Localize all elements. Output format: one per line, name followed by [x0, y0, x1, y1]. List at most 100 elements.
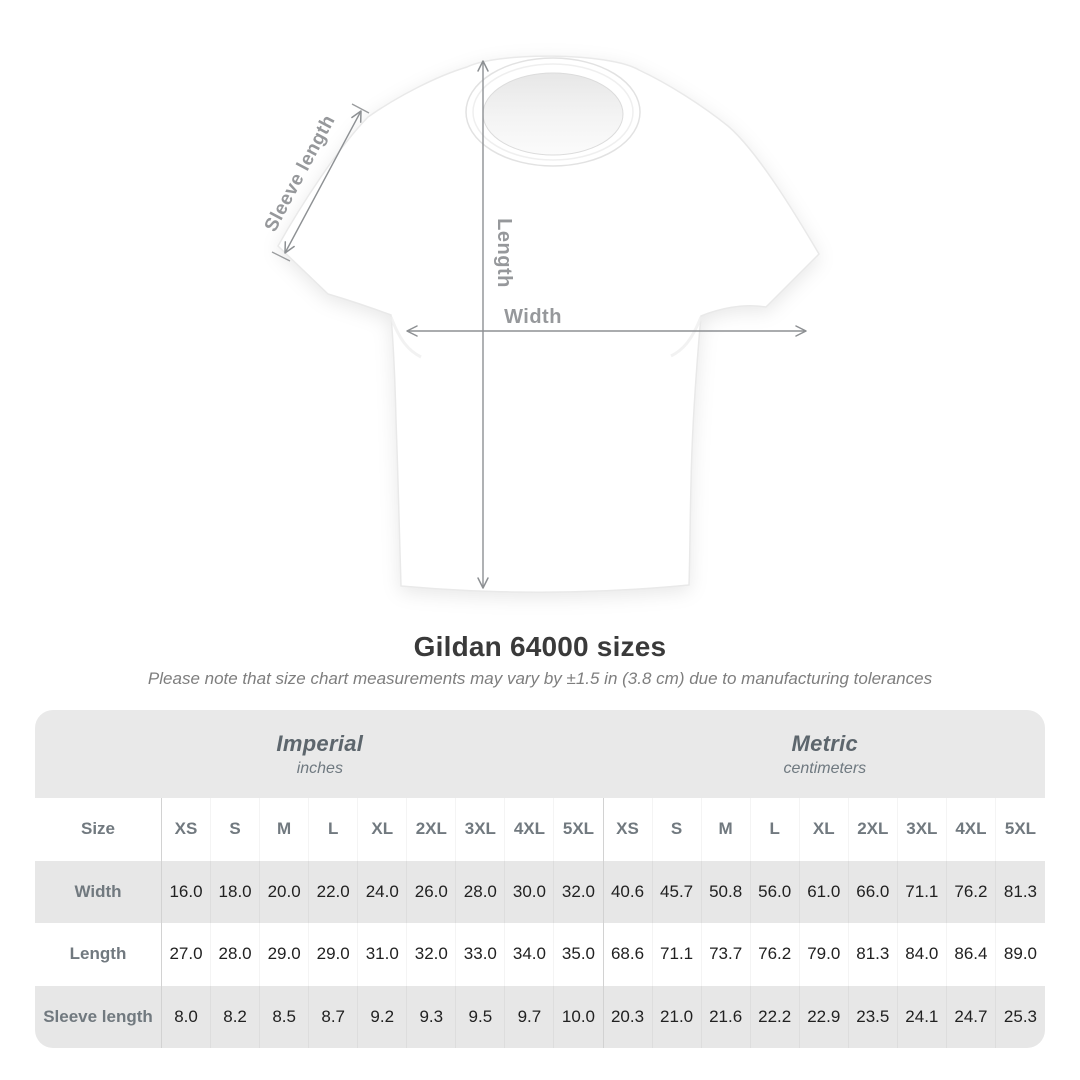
value-cell-imperial: 33.0 — [456, 923, 506, 986]
value-cell-imperial: 27.0 — [162, 923, 212, 986]
tshirt-graphic — [277, 55, 820, 594]
value-cell-metric: 81.3 — [848, 923, 898, 986]
value-cell-metric: 56.0 — [750, 860, 800, 923]
value-cell-metric: 21.0 — [652, 985, 702, 1048]
value-cell-imperial: 9.3 — [407, 985, 457, 1048]
value-cell-imperial: 20.0 — [260, 860, 310, 923]
imperial-group-header: Imperial inches — [35, 710, 605, 798]
size-table: Imperial inches Metric centimeters Size X… — [35, 710, 1045, 1048]
value-cell-metric: 24.7 — [946, 985, 996, 1048]
value-cell-imperial: 10.0 — [554, 985, 604, 1048]
value-cell-metric: 40.6 — [603, 860, 653, 923]
value-cell-metric: 71.1 — [652, 923, 702, 986]
value-cell-imperial: 22.0 — [309, 860, 359, 923]
row-label: Length — [35, 923, 162, 986]
imperial-title: Imperial — [276, 730, 364, 756]
value-cell-imperial: 8.7 — [309, 985, 359, 1048]
page-title: Gildan 64000 sizes — [413, 631, 667, 662]
size-header-imperial: XL — [358, 798, 408, 861]
size-column-header: Size — [35, 798, 162, 861]
value-cell-imperial: 9.2 — [358, 985, 408, 1048]
value-cell-metric: 89.0 — [995, 923, 1045, 986]
size-header-metric: M — [701, 798, 751, 861]
value-cell-imperial: 28.0 — [211, 923, 261, 986]
fold-shading-right — [670, 316, 703, 358]
value-cell-imperial: 32.0 — [407, 923, 457, 986]
size-header-metric: 4XL — [946, 798, 996, 861]
value-cell-metric: 22.9 — [799, 985, 849, 1048]
imperial-unit: inches — [296, 759, 343, 777]
size-header-imperial: L — [309, 798, 359, 861]
value-cell-metric: 71.1 — [897, 860, 947, 923]
collar-stitch — [472, 63, 634, 161]
sleeve-tick-bottom — [271, 251, 291, 262]
value-cell-metric: 50.8 — [701, 860, 751, 923]
value-cell-metric: 22.2 — [750, 985, 800, 1048]
value-cell-imperial: 26.0 — [407, 860, 457, 923]
value-cell-imperial: 29.0 — [309, 923, 359, 986]
value-cell-imperial: 8.0 — [162, 985, 212, 1048]
size-header-metric: S — [652, 798, 702, 861]
value-cell-metric: 73.7 — [701, 923, 751, 986]
value-cell-metric: 68.6 — [603, 923, 653, 986]
size-header-imperial: 4XL — [505, 798, 555, 861]
tshirt-measurement-diagram: Sleeve length Length Width — [261, 55, 820, 594]
neck-opening — [482, 72, 624, 156]
value-cell-metric: 76.2 — [750, 923, 800, 986]
metric-title: Metric — [791, 730, 859, 756]
value-cell-metric: 86.4 — [946, 923, 996, 986]
value-cell-imperial: 32.0 — [554, 860, 604, 923]
value-cell-metric: 25.3 — [995, 985, 1045, 1048]
size-header-imperial: 3XL — [456, 798, 506, 861]
value-cell-imperial: 18.0 — [211, 860, 261, 923]
size-header-imperial: 2XL — [407, 798, 457, 861]
value-cell-imperial: 9.7 — [505, 985, 555, 1048]
size-header-imperial: 5XL — [554, 798, 604, 861]
value-cell-metric: 23.5 — [848, 985, 898, 1048]
value-cell-imperial: 16.0 — [162, 860, 212, 923]
value-cell-imperial: 8.2 — [211, 985, 261, 1048]
size-header-imperial: S — [211, 798, 261, 861]
sleeve-tick-top — [351, 103, 370, 114]
value-cell-metric: 21.6 — [701, 985, 751, 1048]
value-cell-metric: 76.2 — [946, 860, 996, 923]
value-cell-imperial: 8.5 — [260, 985, 310, 1048]
value-cell-imperial: 28.0 — [456, 860, 506, 923]
value-cell-metric: 45.7 — [652, 860, 702, 923]
unit-group-header: Imperial inches Metric centimeters — [35, 710, 1045, 798]
fold-shading-left — [389, 316, 422, 359]
size-header-metric: 3XL — [897, 798, 947, 861]
value-cell-imperial: 30.0 — [505, 860, 555, 923]
length-arrow: Length — [477, 60, 515, 589]
metric-unit: centimeters — [783, 759, 867, 777]
size-header-metric: XS — [603, 798, 653, 861]
size-header-metric: XL — [799, 798, 849, 861]
width-label: Width — [504, 306, 562, 328]
value-cell-metric: 79.0 — [799, 923, 849, 986]
value-cell-metric: 84.0 — [897, 923, 947, 986]
size-grid: Size XS S M L XL 2XL 3XL 4XL 5XL XS S M L XL 2XL 3XL 4XL 5… — [35, 798, 1045, 1048]
size-header-imperial: XS — [162, 798, 212, 861]
value-cell-metric: 24.1 — [897, 985, 947, 1048]
value-cell-imperial: 24.0 — [358, 860, 408, 923]
value-cell-imperial: 34.0 — [505, 923, 555, 986]
value-cell-imperial: 29.0 — [260, 923, 310, 986]
value-cell-imperial: 31.0 — [358, 923, 408, 986]
value-cell-metric: 66.0 — [848, 860, 898, 923]
size-header-metric: 2XL — [848, 798, 898, 861]
value-cell-metric: 61.0 — [799, 860, 849, 923]
width-arrow: Width — [406, 306, 807, 337]
metric-group-header: Metric centimeters — [605, 710, 1045, 798]
value-cell-metric: 81.3 — [995, 860, 1045, 923]
value-cell-metric: 20.3 — [603, 985, 653, 1048]
value-cell-imperial: 35.0 — [554, 923, 604, 986]
size-header-imperial: M — [260, 798, 310, 861]
size-header-metric: L — [750, 798, 800, 861]
value-cell-imperial: 9.5 — [456, 985, 506, 1048]
length-label: Length — [493, 218, 515, 288]
row-label: Width — [35, 860, 162, 923]
row-label: Sleeve length — [35, 985, 162, 1048]
tolerance-note: Please note that size chart measurements… — [147, 669, 933, 688]
size-header-metric: 5XL — [995, 798, 1045, 861]
